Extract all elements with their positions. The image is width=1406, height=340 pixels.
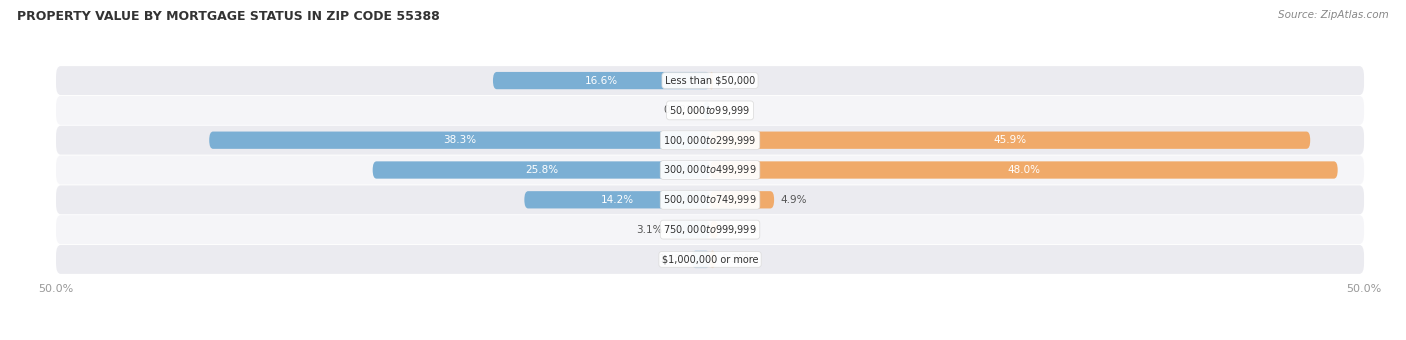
- FancyBboxPatch shape: [703, 102, 710, 119]
- FancyBboxPatch shape: [692, 251, 710, 268]
- FancyBboxPatch shape: [373, 162, 710, 178]
- FancyBboxPatch shape: [710, 221, 718, 238]
- FancyBboxPatch shape: [56, 185, 1364, 214]
- Text: $750,000 to $999,999: $750,000 to $999,999: [664, 223, 756, 236]
- Text: 1.4%: 1.4%: [658, 254, 685, 265]
- Text: $300,000 to $499,999: $300,000 to $499,999: [664, 164, 756, 176]
- Text: 14.2%: 14.2%: [600, 195, 634, 205]
- Text: Less than $50,000: Less than $50,000: [665, 75, 755, 86]
- FancyBboxPatch shape: [56, 215, 1364, 244]
- FancyBboxPatch shape: [669, 221, 710, 238]
- Text: 38.3%: 38.3%: [443, 135, 477, 145]
- Text: 4.9%: 4.9%: [780, 195, 807, 205]
- FancyBboxPatch shape: [56, 96, 1364, 125]
- FancyBboxPatch shape: [56, 155, 1364, 185]
- FancyBboxPatch shape: [209, 132, 710, 149]
- FancyBboxPatch shape: [524, 191, 710, 208]
- Text: 0.62%: 0.62%: [724, 225, 758, 235]
- Text: $100,000 to $299,999: $100,000 to $299,999: [664, 134, 756, 147]
- Text: 3.1%: 3.1%: [637, 225, 664, 235]
- Text: $500,000 to $749,999: $500,000 to $749,999: [664, 193, 756, 206]
- FancyBboxPatch shape: [710, 191, 775, 208]
- FancyBboxPatch shape: [56, 245, 1364, 274]
- Text: $1,000,000 or more: $1,000,000 or more: [662, 254, 758, 265]
- FancyBboxPatch shape: [710, 72, 713, 89]
- Text: $50,000 to $99,999: $50,000 to $99,999: [669, 104, 751, 117]
- Text: 0.23%: 0.23%: [720, 75, 752, 86]
- Text: Source: ZipAtlas.com: Source: ZipAtlas.com: [1278, 10, 1389, 20]
- Text: 0.38%: 0.38%: [721, 254, 755, 265]
- Text: PROPERTY VALUE BY MORTGAGE STATUS IN ZIP CODE 55388: PROPERTY VALUE BY MORTGAGE STATUS IN ZIP…: [17, 10, 440, 23]
- FancyBboxPatch shape: [710, 251, 716, 268]
- FancyBboxPatch shape: [710, 162, 1337, 178]
- Text: 25.8%: 25.8%: [524, 165, 558, 175]
- FancyBboxPatch shape: [494, 72, 710, 89]
- FancyBboxPatch shape: [56, 66, 1364, 95]
- FancyBboxPatch shape: [56, 126, 1364, 155]
- Text: 45.9%: 45.9%: [994, 135, 1026, 145]
- Text: 16.6%: 16.6%: [585, 75, 619, 86]
- Text: 48.0%: 48.0%: [1007, 165, 1040, 175]
- Text: 0.52%: 0.52%: [664, 105, 697, 115]
- FancyBboxPatch shape: [710, 132, 1310, 149]
